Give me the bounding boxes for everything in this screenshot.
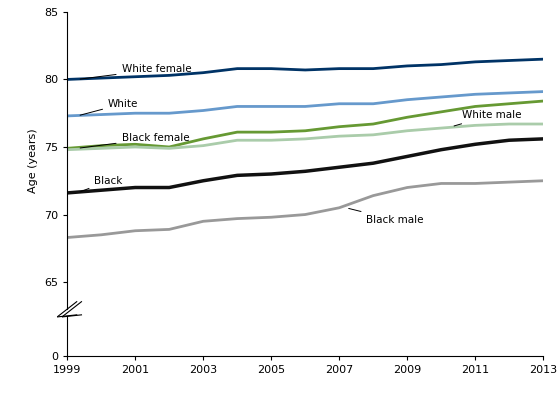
Text: White female: White female: [80, 64, 191, 79]
Text: Black male: Black male: [349, 208, 424, 225]
Text: White male: White male: [454, 110, 521, 126]
Text: Black: Black: [80, 176, 123, 192]
Text: White: White: [80, 99, 138, 115]
Text: Black female: Black female: [80, 133, 189, 148]
Y-axis label: Age (years): Age (years): [29, 128, 39, 193]
